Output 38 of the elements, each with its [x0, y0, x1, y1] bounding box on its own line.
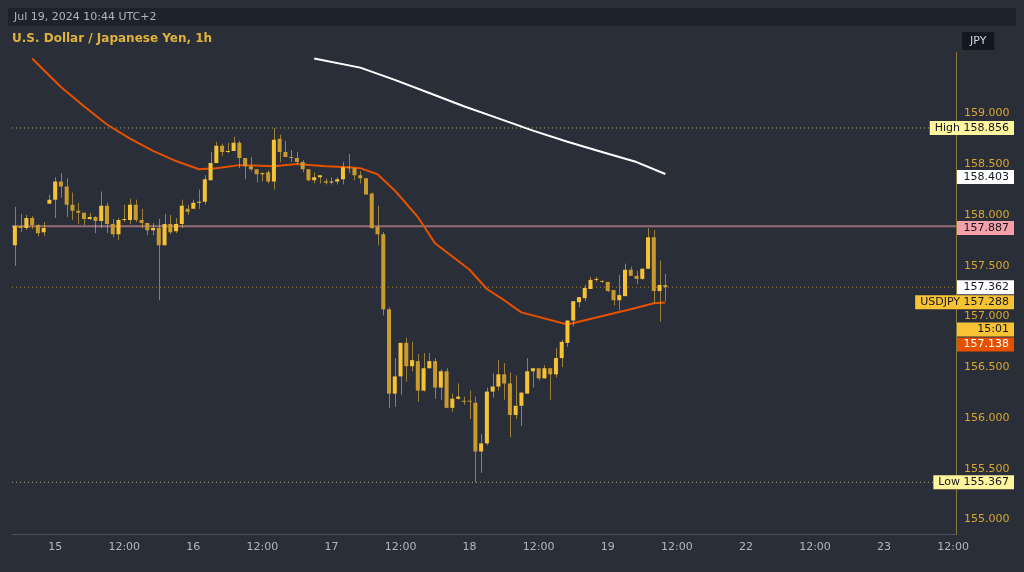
candlestick	[456, 382, 461, 401]
y-tick-label: 156.000	[964, 410, 1010, 424]
x-tick-label: 22	[738, 540, 753, 554]
x-tick-label: 23	[877, 540, 892, 554]
x-tick-label: 12:00	[522, 540, 555, 554]
x-tick-label: 12:00	[108, 540, 141, 554]
text: 157.138	[963, 337, 1009, 351]
x-tick-label: 19	[600, 540, 615, 554]
x-tick-label: 12:00	[384, 540, 417, 554]
y-tick-label: 159.000	[964, 106, 1010, 120]
x-tick-label: 12:00	[937, 540, 969, 554]
y-tick-label: 157.500	[964, 258, 1010, 272]
y-tick-label: 155.500	[964, 461, 1010, 475]
y-tick-label: 156.500	[964, 360, 1010, 374]
candlestick	[225, 142, 230, 154]
y-tick-label: 155.000	[964, 512, 1010, 526]
y-tick-label: 158.500	[964, 156, 1010, 170]
y-tick-label: 158.000	[964, 207, 1010, 221]
candlestick	[122, 204, 127, 223]
ref-line-label: USDJPY 157.288	[920, 295, 1009, 309]
x-tick-label: 12:00	[660, 540, 693, 554]
text: 15:01	[977, 322, 1009, 336]
ref-line-label: High 158.856	[934, 120, 1009, 134]
x-tick-label: 16	[186, 540, 201, 554]
y-tick-label: 157.000	[964, 309, 1010, 323]
x-tick-label: 18	[462, 540, 477, 554]
chart-title: U.S. Dollar / Japanese Yen, 1h	[12, 31, 213, 46]
text: Jul 19, 2024 10:44 UTC+2	[14, 10, 157, 23]
x-tick-label: 15	[48, 540, 63, 554]
text: 158.403	[963, 169, 1009, 183]
x-tick-label: 12:00	[799, 540, 831, 554]
y-axis-title: JPY	[969, 33, 987, 47]
x-tick-label: 17	[324, 540, 339, 554]
text: 157.362	[963, 280, 1009, 294]
ref-line-label: Low 155.367	[938, 475, 1009, 489]
candlestick	[289, 149, 294, 163]
ref-line-label: 157.887	[963, 220, 1009, 234]
x-tick-label: 12:00	[246, 540, 279, 554]
